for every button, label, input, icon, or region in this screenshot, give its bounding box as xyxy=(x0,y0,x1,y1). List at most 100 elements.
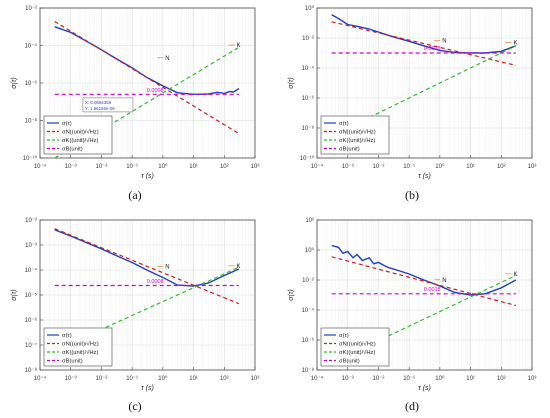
datatip-text: X: 0.0684358 xyxy=(85,100,112,105)
series-line-K xyxy=(54,266,240,352)
x-tick-label: 10⁻⁴ xyxy=(34,163,47,170)
bias-value-label: 0.0008 xyxy=(147,279,164,285)
line-label-n: N xyxy=(165,265,169,271)
legend-label-N: σN((unit)/√Hz) xyxy=(339,129,376,136)
x-tick-label: 10¹ xyxy=(466,376,475,382)
datatip-text: Y: 1.56155e-06 xyxy=(85,106,115,111)
x-tick-label: 10⁻⁴ xyxy=(311,375,324,382)
x-tick-label: 10² xyxy=(220,164,229,170)
legend-label-B: σB(unit) xyxy=(339,359,360,365)
legend-label-sigma: σ(τ) xyxy=(339,121,349,127)
bias-value-label: 0.0018 xyxy=(424,287,441,293)
y-axis-label: σ(τ) xyxy=(288,289,295,301)
x-tick-label: 10⁰ xyxy=(435,375,445,382)
series-line-sigma xyxy=(331,244,517,296)
y-tick-label: 10⁻³ xyxy=(25,243,37,249)
y-tick-label: 10⁻⁶ xyxy=(302,337,315,344)
panel-caption-d: (d) xyxy=(405,399,419,413)
line-label-k: K xyxy=(514,40,518,46)
series-line-K xyxy=(331,45,517,137)
y-tick-label: 10⁰ xyxy=(305,5,315,12)
x-tick-label: 10² xyxy=(220,376,229,382)
y-tick-label: 10² xyxy=(305,218,314,224)
legend-label-K: σK((unit)/√Hz) xyxy=(339,137,375,144)
bias-value-label: 0.0008 xyxy=(147,88,164,94)
series-line-N xyxy=(54,228,240,305)
x-tick-label: 10³ xyxy=(251,164,260,170)
x-tick-label: 10⁻² xyxy=(373,164,385,170)
y-tick-label: 10⁻⁷ xyxy=(25,342,37,349)
x-tick-label: 10⁻⁴ xyxy=(34,375,47,382)
x-axis-label: τ (s) xyxy=(418,385,431,392)
y-axis-label: σ(τ) xyxy=(288,77,295,89)
x-tick-label: 10⁻¹ xyxy=(126,376,138,382)
x-tick-label: 10⁰ xyxy=(158,163,168,170)
y-tick-label: 10⁻⁶ xyxy=(25,317,38,324)
x-tick-label: 10⁻¹ xyxy=(126,164,138,170)
legend-label-sigma: σ(τ) xyxy=(62,121,72,127)
legend-label-N: σN((unit)/√Hz) xyxy=(339,341,376,348)
chart-panel: 10⁻⁴ 10⁻³ 10⁻² 10⁻¹ 10⁰ 10¹ 10² 10³ 10⁻⁸ 10⁻⁶ 10⁻⁴… xyxy=(288,218,536,392)
x-tick-label: 10⁻² xyxy=(373,376,385,382)
series-line-sigma xyxy=(54,229,240,287)
y-tick-label: 10⁻⁶ xyxy=(302,95,315,102)
series-group xyxy=(331,14,517,137)
line-label-k: K xyxy=(514,272,518,278)
legend-label-K: σK((unit)/√Hz) xyxy=(62,137,98,144)
x-tick-label: 10⁻¹ xyxy=(403,164,415,170)
legend-label-N: σN((unit)/√Hz) xyxy=(62,341,99,348)
legend-box xyxy=(43,327,113,367)
y-tick-label: 10⁻⁸ xyxy=(302,125,315,132)
legend-box xyxy=(43,115,113,155)
legend-label-N: σN((unit)/√Hz) xyxy=(62,129,99,136)
series-group xyxy=(54,228,240,352)
y-tick-label: 10⁻¹⁰ xyxy=(300,155,315,162)
series-line-K xyxy=(331,274,517,364)
series-line-N xyxy=(331,21,517,66)
y-tick-label: 10⁻² xyxy=(25,218,37,224)
legend-label-sigma: σ(τ) xyxy=(339,333,349,339)
x-tick-label: 10² xyxy=(497,164,506,170)
y-tick-label: 10⁰ xyxy=(305,247,315,254)
line-label-k: K xyxy=(237,43,241,49)
bias-value-label: 0.0018 xyxy=(424,46,441,52)
legend-box xyxy=(320,115,390,155)
datatip-box xyxy=(82,97,134,113)
x-tick-label: 10⁻² xyxy=(96,164,108,170)
legend-label-sigma: σ(τ) xyxy=(62,333,72,339)
y-tick-label: 10⁻⁸ xyxy=(302,367,315,374)
line-label-k: K xyxy=(237,264,241,270)
legend-label-K: σK((unit)/√Hz) xyxy=(62,349,98,356)
axes-frame xyxy=(316,219,533,371)
legend-label-K: σK((unit)/√Hz) xyxy=(339,349,375,356)
y-tick-label: 10⁻⁸ xyxy=(25,367,38,374)
x-tick-label: 10⁻⁴ xyxy=(311,163,324,170)
series-line-N xyxy=(54,20,240,135)
y-tick-label: 10⁻⁴ xyxy=(25,43,38,50)
x-tick-label: 10³ xyxy=(528,164,537,170)
y-tick-label: 10⁻⁴ xyxy=(302,65,315,72)
x-tick-label: 10⁻² xyxy=(96,376,108,382)
x-tick-label: 10⁻¹ xyxy=(403,376,415,382)
panel-caption-b: (b) xyxy=(405,188,419,202)
x-tick-label: 10³ xyxy=(251,376,260,382)
line-label-n: N xyxy=(442,278,446,284)
x-tick-label: 10¹ xyxy=(189,376,198,382)
x-tick-label: 10⁰ xyxy=(158,375,168,382)
legend-label-B: σB(unit) xyxy=(62,147,83,153)
y-axis-label: σ(τ) xyxy=(11,77,18,89)
legend-box xyxy=(320,327,390,367)
chart-panel: 10⁻⁴ 10⁻³ 10⁻² 10⁻¹ 10⁰ 10¹ 10² 10³ 10⁻¹⁰ 10⁻⁸ 10⁻… xyxy=(288,5,536,180)
y-tick-label: 10⁻² xyxy=(302,36,314,42)
x-tick-label: 10³ xyxy=(528,376,537,382)
y-tick-label: 10⁻⁶ xyxy=(25,80,38,87)
y-tick-label: 10⁻⁸ xyxy=(25,118,38,125)
x-tick-label: 10⁻³ xyxy=(342,376,354,382)
y-tick-label: 10⁻¹⁰ xyxy=(23,155,38,162)
x-tick-label: 10⁰ xyxy=(435,163,445,170)
y-tick-label: 10⁻² xyxy=(302,278,314,284)
x-tick-label: 10¹ xyxy=(466,164,475,170)
x-tick-label: 10¹ xyxy=(189,164,198,170)
axes-frame xyxy=(316,7,533,159)
x-axis-label: τ (s) xyxy=(141,385,154,392)
